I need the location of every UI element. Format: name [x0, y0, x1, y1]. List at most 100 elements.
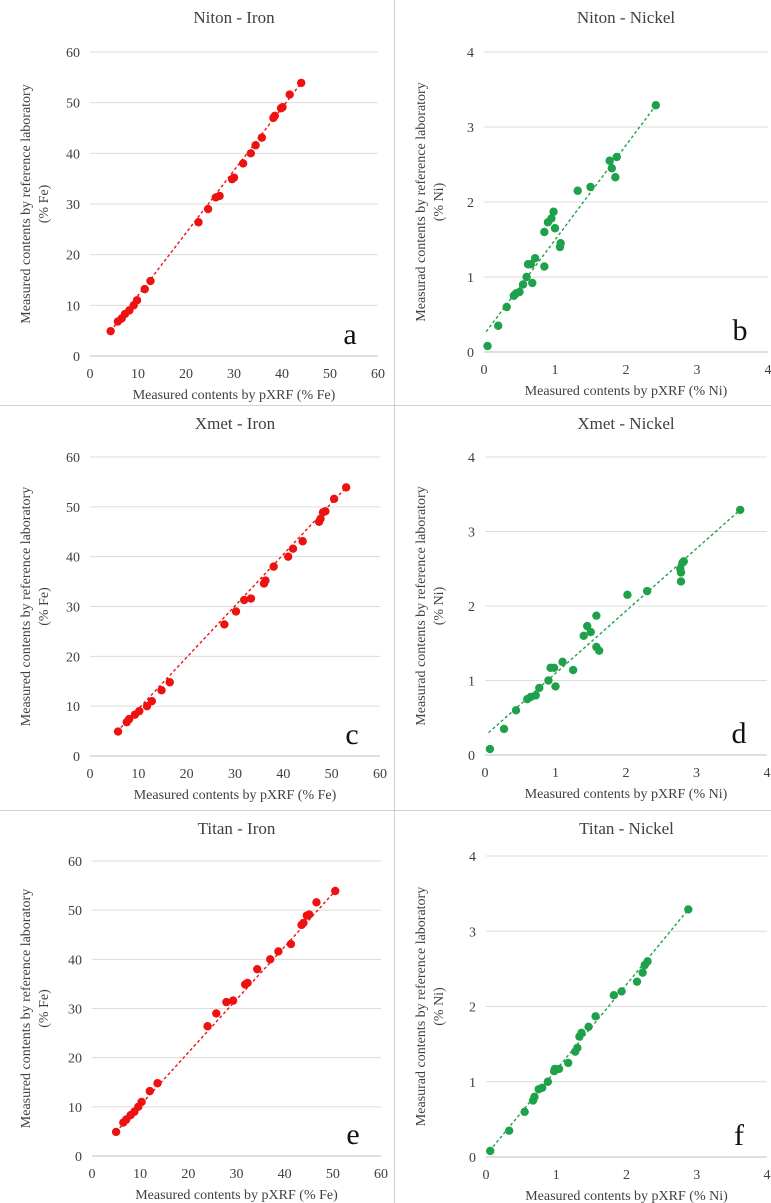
data-point [132, 296, 142, 305]
data-point [312, 898, 321, 907]
y-tick-label: 40 [68, 953, 82, 968]
data-point [203, 204, 213, 214]
data-point [238, 159, 248, 168]
x-tick-label: 4 [765, 363, 771, 378]
y-tick-label: 0 [73, 350, 80, 365]
data-point [556, 239, 565, 248]
x-axis-label: Measured contents by pXRF (% Fe) [133, 388, 336, 403]
y-tick-label: 60 [66, 46, 80, 61]
data-point [137, 1097, 146, 1107]
data-point [329, 494, 339, 504]
data-point [299, 918, 308, 928]
y-tick-label: 2 [468, 600, 475, 615]
x-tick-label: 30 [228, 767, 242, 782]
data-point [499, 724, 509, 734]
data-point [573, 1043, 582, 1053]
data-point [591, 1012, 600, 1021]
panel-divider-horizontal [0, 405, 771, 406]
data-point [485, 744, 495, 754]
panel-letter: f [734, 1119, 744, 1152]
data-point [111, 1127, 121, 1137]
data-point [538, 1083, 547, 1092]
data-point [736, 505, 745, 515]
x-tick-label: 50 [323, 367, 337, 382]
data-point [113, 727, 123, 736]
y-tick-label: 30 [68, 1003, 82, 1018]
x-tick-label: 50 [326, 1167, 340, 1182]
data-point [251, 141, 260, 150]
data-point [623, 590, 632, 600]
data-point [676, 577, 686, 586]
data-point [165, 678, 174, 687]
y-tick-label: 40 [66, 147, 80, 162]
panel-letter: e [346, 1118, 359, 1151]
y-tick-label: 0 [75, 1150, 82, 1165]
data-point [638, 968, 647, 977]
y-tick-label: 3 [467, 121, 474, 136]
data-point [194, 218, 203, 227]
data-point [157, 686, 166, 695]
data-point [518, 280, 528, 289]
data-point [220, 620, 229, 629]
data-point [549, 663, 559, 673]
y-axis-unit-label: (% Ni) [432, 586, 447, 625]
data-point [651, 101, 661, 110]
y-tick-label: 3 [469, 925, 476, 940]
x-tick-label: 2 [623, 1168, 630, 1183]
data-point [511, 706, 521, 715]
x-tick-label: 3 [693, 1168, 700, 1183]
panel-letter: a [343, 318, 356, 351]
data-point [551, 682, 560, 691]
data-point [526, 260, 536, 269]
data-point [145, 1086, 154, 1096]
panel-divider-vertical [394, 0, 395, 1203]
data-point [543, 1077, 553, 1086]
y-tick-label: 20 [66, 650, 80, 665]
y-tick-label: 60 [66, 451, 80, 466]
data-point [331, 886, 340, 896]
data-point [540, 262, 549, 271]
data-point [530, 254, 540, 263]
x-tick-label: 60 [373, 767, 387, 782]
x-tick-label: 40 [276, 767, 290, 782]
chart-title: Xmet - Nickel [577, 414, 675, 433]
data-point [520, 1107, 529, 1117]
panel-letter: c [345, 718, 358, 751]
y-tick-label: 2 [467, 196, 474, 211]
y-tick-label: 2 [469, 1001, 476, 1016]
data-point [257, 133, 267, 142]
data-point [146, 276, 155, 286]
data-point [215, 191, 224, 201]
data-point [579, 631, 588, 640]
data-point [540, 227, 549, 237]
x-tick-label: 0 [482, 766, 489, 781]
y-axis-label: Measured contents by reference laborator… [19, 487, 34, 726]
x-tick-label: 40 [275, 367, 289, 382]
y-tick-label: 0 [467, 346, 474, 361]
y-tick-label: 60 [68, 855, 82, 870]
data-point [212, 1009, 221, 1018]
y-axis-label: Measurad contents by reference laborator… [414, 82, 429, 321]
y-tick-label: 40 [66, 551, 80, 566]
x-axis-label: Measured contents by pXRF (% Ni) [525, 1189, 728, 1203]
y-axis-label: Measured contents by reference laborator… [19, 889, 34, 1128]
data-point [297, 78, 306, 88]
x-axis-label: Measured contents by pXRF (% Ni) [525, 787, 728, 802]
data-point [684, 905, 693, 914]
y-tick-label: 30 [66, 601, 80, 616]
y-tick-label: 50 [68, 904, 82, 919]
x-tick-label: 40 [278, 1167, 292, 1182]
data-point [502, 302, 511, 312]
y-axis-unit-label: (% Ni) [432, 182, 447, 221]
x-tick-label: 10 [133, 1167, 147, 1182]
chart-title: Xmet - Iron [195, 414, 276, 433]
x-tick-label: 2 [623, 766, 630, 781]
y-axis-label: Measurad contents by reference laborator… [414, 887, 429, 1126]
x-tick-label: 50 [325, 767, 339, 782]
data-point [321, 507, 330, 516]
x-tick-label: 2 [623, 363, 630, 378]
data-point [486, 1146, 495, 1156]
x-tick-label: 4 [764, 1168, 771, 1183]
y-tick-label: 50 [66, 501, 80, 516]
